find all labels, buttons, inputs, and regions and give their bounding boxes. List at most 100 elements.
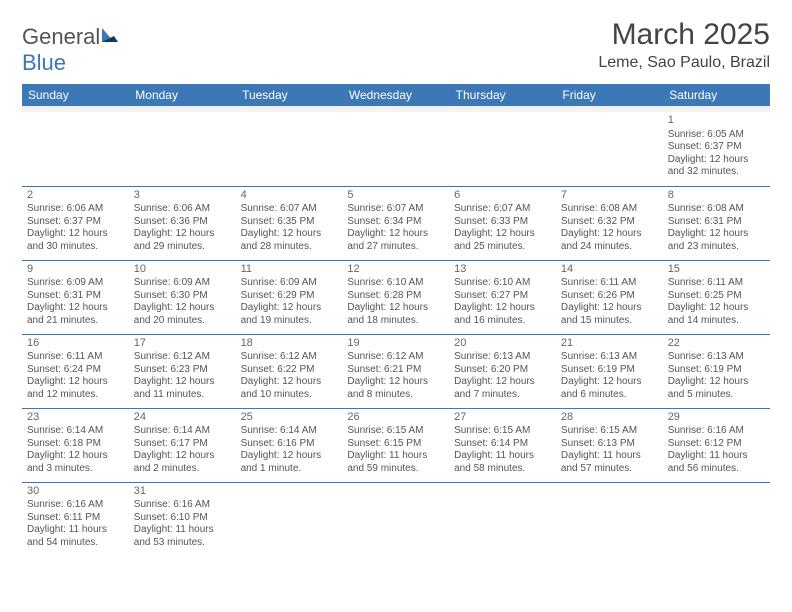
day-number: 28 [561,411,658,425]
week-row: 30Sunrise: 6:16 AMSunset: 6:11 PMDayligh… [22,482,770,556]
daylight-text-1: Daylight: 12 hours [241,376,338,389]
daylight-text-2: and 16 minutes. [454,315,551,328]
week-row: 23Sunrise: 6:14 AMSunset: 6:18 PMDayligh… [22,408,770,482]
empty-cell [342,112,449,186]
calendar-body: 1Sunrise: 6:05 AMSunset: 6:37 PMDaylight… [22,106,770,556]
day-number: 30 [27,485,124,499]
sunrise-text: Sunrise: 6:06 AM [134,203,231,216]
day-cell: 13Sunrise: 6:10 AMSunset: 6:27 PMDayligh… [449,260,556,334]
day-header: Tuesday [236,84,343,106]
sunset-text: Sunset: 6:19 PM [561,364,658,377]
brand-logo: General Blue [22,24,120,76]
sunset-text: Sunset: 6:32 PM [561,216,658,229]
day-number: 4 [241,189,338,203]
daylight-text-2: and 58 minutes. [454,463,551,476]
calendar-table: SundayMondayTuesdayWednesdayThursdayFrid… [22,84,770,556]
day-header: Friday [556,84,663,106]
sunset-text: Sunset: 6:31 PM [668,216,765,229]
daylight-text-2: and 57 minutes. [561,463,658,476]
sunset-text: Sunset: 6:21 PM [347,364,444,377]
sunset-text: Sunset: 6:29 PM [241,290,338,303]
day-number: 13 [454,263,551,277]
day-number: 27 [454,411,551,425]
daylight-text-2: and 18 minutes. [347,315,444,328]
sunrise-text: Sunrise: 6:09 AM [241,277,338,290]
sunrise-text: Sunrise: 6:05 AM [668,129,765,142]
daylight-text-2: and 1 minute. [241,463,338,476]
day-number: 7 [561,189,658,203]
sunrise-text: Sunrise: 6:16 AM [134,499,231,512]
day-number: 12 [347,263,444,277]
brand-text: General Blue [22,24,120,76]
sunrise-text: Sunrise: 6:15 AM [454,425,551,438]
day-cell: 30Sunrise: 6:16 AMSunset: 6:11 PMDayligh… [22,482,129,556]
day-cell: 29Sunrise: 6:16 AMSunset: 6:12 PMDayligh… [663,408,770,482]
empty-cell [342,482,449,556]
daylight-text-2: and 10 minutes. [241,389,338,402]
empty-cell [556,482,663,556]
daylight-text-2: and 32 minutes. [668,166,765,179]
daylight-text-2: and 30 minutes. [27,241,124,254]
daylight-text-1: Daylight: 12 hours [668,302,765,315]
day-cell: 9Sunrise: 6:09 AMSunset: 6:31 PMDaylight… [22,260,129,334]
day-cell: 8Sunrise: 6:08 AMSunset: 6:31 PMDaylight… [663,186,770,260]
day-number: 16 [27,337,124,351]
sunset-text: Sunset: 6:16 PM [241,438,338,451]
sunset-text: Sunset: 6:18 PM [27,438,124,451]
day-cell: 15Sunrise: 6:11 AMSunset: 6:25 PMDayligh… [663,260,770,334]
daylight-text-2: and 29 minutes. [134,241,231,254]
day-cell: 19Sunrise: 6:12 AMSunset: 6:21 PMDayligh… [342,334,449,408]
sunset-text: Sunset: 6:26 PM [561,290,658,303]
sunset-text: Sunset: 6:37 PM [668,141,765,154]
day-number: 1 [668,114,765,128]
title-block: March 2025 Leme, Sao Paulo, Brazil [598,18,770,72]
daylight-text-1: Daylight: 11 hours [27,524,124,537]
daylight-text-2: and 24 minutes. [561,241,658,254]
page-header: General Blue March 2025 Leme, Sao Paulo,… [22,18,770,76]
daylight-text-1: Daylight: 12 hours [668,154,765,167]
daylight-text-1: Daylight: 12 hours [668,376,765,389]
brand-part2: Blue [22,50,66,75]
sail-icon [100,24,120,50]
day-cell: 6Sunrise: 6:07 AMSunset: 6:33 PMDaylight… [449,186,556,260]
sunrise-text: Sunrise: 6:07 AM [347,203,444,216]
week-row: 9Sunrise: 6:09 AMSunset: 6:31 PMDaylight… [22,260,770,334]
day-cell: 24Sunrise: 6:14 AMSunset: 6:17 PMDayligh… [129,408,236,482]
day-header: Saturday [663,84,770,106]
daylight-text-2: and 6 minutes. [561,389,658,402]
day-number: 15 [668,263,765,277]
day-cell: 20Sunrise: 6:13 AMSunset: 6:20 PMDayligh… [449,334,556,408]
day-cell: 21Sunrise: 6:13 AMSunset: 6:19 PMDayligh… [556,334,663,408]
day-cell: 12Sunrise: 6:10 AMSunset: 6:28 PMDayligh… [342,260,449,334]
empty-cell [663,482,770,556]
day-cell: 2Sunrise: 6:06 AMSunset: 6:37 PMDaylight… [22,186,129,260]
day-number: 19 [347,337,444,351]
sunrise-text: Sunrise: 6:08 AM [668,203,765,216]
sunset-text: Sunset: 6:20 PM [454,364,551,377]
day-cell: 5Sunrise: 6:07 AMSunset: 6:34 PMDaylight… [342,186,449,260]
day-number: 29 [668,411,765,425]
day-number: 26 [347,411,444,425]
day-header: Sunday [22,84,129,106]
sunset-text: Sunset: 6:11 PM [27,512,124,525]
empty-cell [129,112,236,186]
day-cell: 10Sunrise: 6:09 AMSunset: 6:30 PMDayligh… [129,260,236,334]
day-number: 20 [454,337,551,351]
day-number: 22 [668,337,765,351]
day-header: Thursday [449,84,556,106]
daylight-text-1: Daylight: 11 hours [134,524,231,537]
daylight-text-1: Daylight: 12 hours [668,228,765,241]
sunset-text: Sunset: 6:28 PM [347,290,444,303]
sunrise-text: Sunrise: 6:16 AM [668,425,765,438]
day-number: 2 [27,189,124,203]
sunrise-text: Sunrise: 6:15 AM [347,425,444,438]
day-number: 25 [241,411,338,425]
day-cell: 3Sunrise: 6:06 AMSunset: 6:36 PMDaylight… [129,186,236,260]
day-cell: 17Sunrise: 6:12 AMSunset: 6:23 PMDayligh… [129,334,236,408]
sunrise-text: Sunrise: 6:06 AM [27,203,124,216]
empty-cell [236,112,343,186]
daylight-text-2: and 11 minutes. [134,389,231,402]
day-cell: 31Sunrise: 6:16 AMSunset: 6:10 PMDayligh… [129,482,236,556]
daylight-text-2: and 27 minutes. [347,241,444,254]
daylight-text-2: and 53 minutes. [134,537,231,550]
